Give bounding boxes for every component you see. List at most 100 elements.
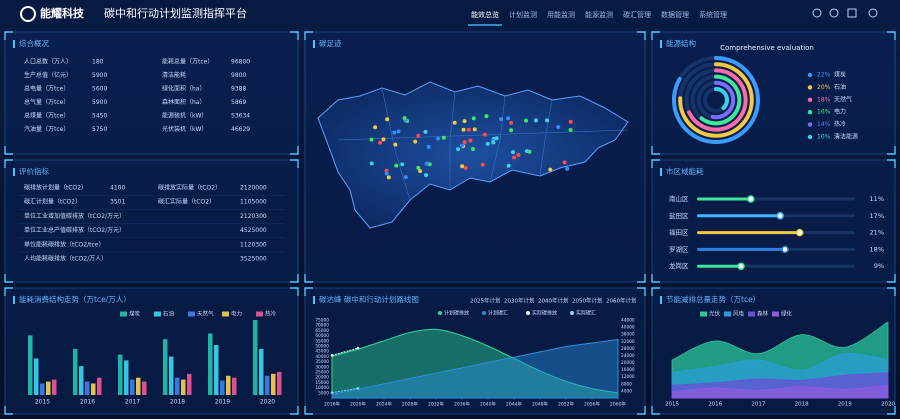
legend-swatch — [222, 311, 229, 317]
y-tick-label: 15000 — [315, 380, 329, 386]
nav-item[interactable]: 计划监测 — [509, 10, 537, 19]
bar — [163, 339, 168, 395]
panel-title: 能耗消费结构走势（万tce/万人） — [19, 294, 131, 304]
y2-tick-label: 40000 — [621, 325, 635, 331]
legend-label: 石油 — [163, 310, 175, 318]
y2-tick-label: 24000 — [621, 353, 635, 359]
map-dot — [424, 173, 429, 178]
info-icon[interactable] — [829, 8, 839, 18]
legend-label: 清洁能源 — [834, 133, 858, 141]
panel-corner — [651, 287, 896, 415]
y-tick-label: 45000 — [315, 349, 329, 355]
map-dot — [394, 163, 399, 168]
nav-item[interactable]: 碳汇管理 — [623, 10, 651, 19]
nav-item[interactable]: 系统管理 — [699, 10, 727, 19]
indicator-value: 1105000 — [240, 199, 267, 206]
x-tick-label: 2018 — [170, 399, 185, 406]
legend-value: 16% — [817, 109, 831, 116]
bar — [226, 375, 231, 395]
legend-swatch — [154, 311, 161, 317]
bar — [28, 335, 33, 395]
series-point — [356, 346, 360, 350]
bar — [232, 377, 237, 395]
value-label: 11% — [870, 195, 884, 203]
indicator-value: 4100 — [110, 185, 125, 192]
overview-label: 能耗总量（万tce） — [162, 58, 213, 66]
x-tick-label: 2024年 — [376, 401, 392, 408]
y-tick-label: 50000 — [315, 344, 329, 350]
map-dot — [392, 130, 397, 135]
legend-label: 热冷 — [265, 310, 277, 318]
bar — [187, 373, 192, 395]
overview-label: 光伏装机（kW） — [162, 125, 207, 133]
help-icon[interactable] — [812, 8, 822, 18]
y-tick-label: 30000 — [315, 364, 329, 370]
map-dot — [524, 118, 529, 123]
map-dot — [470, 146, 475, 151]
indicator-value: 2120000 — [240, 185, 267, 192]
overview-label: 能源装机（kW） — [162, 112, 207, 120]
category-label: 罗湖区 — [669, 244, 689, 253]
map-dot — [499, 117, 504, 122]
bar — [91, 383, 96, 395]
indicator-label: 单位工业总产值碳排放（tCO2/万元） — [24, 226, 125, 234]
map-dot — [516, 152, 521, 157]
map-dot — [568, 127, 573, 132]
overview-value: 5600 — [92, 86, 107, 93]
overview-label: 人口总数（万人） — [24, 58, 72, 66]
map-dot — [466, 127, 471, 132]
legend-dot — [807, 85, 813, 90]
x-tick-label: 2017 — [751, 402, 765, 408]
panel-title: 碳达峰 碳中和行动计划路线图 — [319, 294, 419, 304]
value-label: 21% — [870, 229, 884, 237]
legend-label: 计划碳排放 — [444, 310, 469, 317]
nav-item[interactable]: 能源监测 — [585, 10, 613, 19]
legend-label: 实际碳汇 — [576, 310, 596, 317]
nav-item[interactable]: 数据管理 — [661, 10, 689, 19]
nav-item[interactable]: 用能监测 — [547, 10, 575, 19]
nav-item[interactable]: 能效总览 — [471, 10, 499, 19]
panel-title-marker — [313, 296, 315, 304]
bar — [142, 381, 147, 395]
overview-value: 9800 — [231, 72, 246, 79]
x-tick-label: 2028年 — [402, 401, 418, 408]
map-dot — [460, 143, 465, 148]
overview-label: 汽油量（万tce） — [24, 125, 69, 133]
map-dot — [416, 165, 421, 170]
legend-value: 14% — [817, 121, 831, 128]
map-dot — [423, 129, 428, 134]
map-dot — [568, 119, 573, 124]
legend-label: 光伏 — [709, 310, 721, 318]
bar — [697, 231, 800, 235]
legend-label: 煤炭 — [129, 310, 141, 318]
fullscreen-icon[interactable] — [847, 8, 857, 18]
ring-arc — [672, 56, 760, 144]
panel-title: 节能减排总量走势（万tce） — [666, 294, 760, 304]
bar — [181, 379, 186, 395]
bar — [97, 377, 102, 395]
overview-value: 96800 — [231, 59, 250, 66]
map-dot — [524, 149, 529, 154]
map-dot — [381, 137, 386, 142]
logo-icon — [20, 6, 36, 22]
settings-icon[interactable] — [868, 8, 878, 18]
bar — [118, 354, 123, 395]
overview-label: 总电量（万tce） — [24, 85, 69, 93]
bar — [34, 358, 39, 395]
map-dot — [402, 116, 407, 121]
overview-label: 绿化面积（ha） — [162, 85, 205, 93]
header-bar — [0, 0, 900, 27]
overview-value: 5900 — [92, 72, 107, 79]
x-tick-label: 2019 — [838, 402, 852, 408]
indicator-label: 碳汇实际量（tCO2） — [158, 198, 215, 206]
logo-text: 能耀科技 — [40, 6, 85, 20]
panel-title-marker — [13, 40, 15, 48]
ring-arc — [710, 80, 736, 120]
bar — [52, 379, 57, 395]
legend-swatch — [188, 311, 195, 317]
y-tick-label: 40000 — [315, 354, 329, 360]
series-area — [331, 328, 619, 399]
bar — [124, 360, 129, 395]
series-point — [330, 354, 334, 357]
